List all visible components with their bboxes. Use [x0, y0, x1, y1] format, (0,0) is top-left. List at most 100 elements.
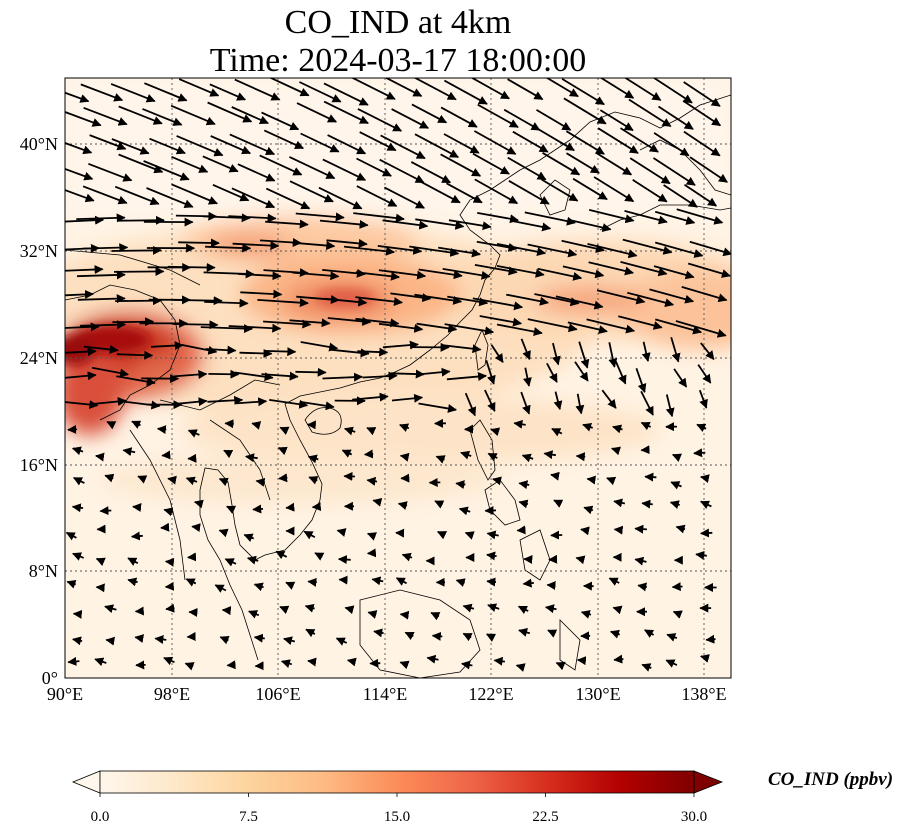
wind-arrow: [304, 603, 315, 613]
wind-arrow: [296, 102, 338, 123]
wind-arrow: [82, 243, 129, 253]
wind-arrow: [352, 392, 389, 402]
wind-arrow: [134, 634, 145, 643]
wind-arrow: [383, 186, 425, 209]
wind-arrow: [373, 628, 384, 638]
wind-arrow: [496, 243, 547, 257]
wind-arrow: [665, 659, 678, 668]
wind-arrow: [649, 288, 695, 304]
wind-arrow: [259, 154, 303, 176]
wind-arrow: [442, 268, 491, 280]
wind-arrow: [675, 524, 686, 534]
wind-arrow: [521, 453, 534, 463]
wind-arrow: [95, 557, 106, 567]
wind-arrow: [76, 213, 126, 223]
wind-arrow: [572, 177, 608, 201]
wind-arrow: [390, 292, 432, 303]
wind-arrow: [635, 368, 647, 393]
wind-arrow: [246, 555, 259, 565]
wind-arrow: [171, 296, 223, 306]
wind-arrow: [204, 298, 249, 308]
wind-arrow: [265, 187, 311, 210]
wind-arrow: [670, 481, 682, 490]
wind-arrow: [322, 158, 367, 181]
wind-arrow: [65, 371, 97, 381]
wind-arrow: [444, 323, 495, 336]
wind-arrow: [163, 507, 174, 517]
wind-arrow: [520, 338, 531, 361]
wind-arrow: [596, 152, 633, 176]
wind-arrow: [436, 530, 448, 540]
wind-arrow: [477, 212, 519, 224]
wind-arrow: [620, 261, 668, 277]
wind-arrow: [637, 582, 648, 592]
colorbar-title: CO_IND (ppbv): [768, 769, 894, 790]
wind-arrow: [547, 629, 558, 638]
wind-arrow: [80, 83, 124, 102]
wind-arrow: [167, 475, 177, 485]
wind-arrow: [553, 391, 563, 411]
wind-arrow: [223, 449, 234, 459]
wind-arrow: [295, 212, 345, 222]
lat-tick-label: 32°N: [20, 241, 58, 261]
wind-arrow: [336, 528, 347, 537]
wind-arrow: [65, 189, 95, 203]
wind-arrow: [563, 97, 607, 125]
wind-arrow: [67, 656, 80, 666]
wind-arrow: [283, 636, 296, 646]
wind-arrow: [228, 323, 282, 333]
wind-arrow: [644, 629, 655, 638]
wind-arrow: [567, 321, 608, 334]
wind-arrow: [99, 506, 112, 516]
wind-arrow: [404, 631, 415, 641]
wind-arrow: [214, 584, 227, 593]
wind-arrow: [353, 212, 405, 223]
wind-arrow: [522, 578, 534, 588]
wind-arrow: [366, 427, 377, 436]
wind-arrow: [516, 525, 526, 535]
wind-arrow: [184, 662, 195, 671]
wind-arrow: [178, 78, 220, 97]
wind-arrow: [462, 603, 475, 613]
wind-arrow: [341, 449, 353, 458]
wind-arrow: [586, 475, 597, 485]
wind-arrow: [431, 631, 443, 641]
wind-arrow: [479, 315, 523, 327]
wind-arrow: [461, 660, 473, 670]
wind-arrow: [382, 340, 419, 350]
wind-arrow: [224, 419, 234, 429]
wind-arrow: [464, 531, 475, 540]
wind-arrow: [289, 318, 331, 328]
wind-arrow: [601, 389, 617, 409]
wind-arrow: [234, 78, 281, 101]
wind-arrow: [185, 578, 197, 587]
wind-arrow: [699, 500, 712, 509]
wind-arrow: [588, 209, 635, 224]
wind-arrow: [115, 296, 162, 306]
wind-arrow: [378, 322, 424, 333]
wind-arrow: [627, 291, 675, 308]
wind-arrow: [515, 663, 526, 672]
wind-arrow: [399, 423, 410, 432]
wind-arrow: [268, 78, 310, 97]
wind-arrow: [164, 557, 175, 567]
wind-arrow: [460, 450, 472, 460]
wind-arrow: [305, 628, 316, 638]
wind-arrow: [92, 397, 127, 406]
wind-arrow: [641, 341, 651, 362]
wind-arrow: [623, 78, 662, 101]
wind-arrow: [655, 318, 703, 335]
wind-arrow: [606, 476, 617, 486]
wind-arrow: [527, 243, 578, 258]
wind-arrow: [700, 528, 713, 538]
wind-arrow: [474, 178, 519, 205]
wind-arrow: [171, 397, 208, 407]
wind-arrow: [676, 208, 724, 225]
wind-arrow: [496, 265, 545, 278]
wind-arrow: [587, 243, 638, 259]
wind-arrow: [546, 362, 558, 383]
wind-arrow: [378, 269, 427, 280]
lon-tick-label: 106°E: [255, 684, 300, 704]
wind-arrow: [518, 499, 529, 509]
wind-arrow: [634, 524, 647, 534]
